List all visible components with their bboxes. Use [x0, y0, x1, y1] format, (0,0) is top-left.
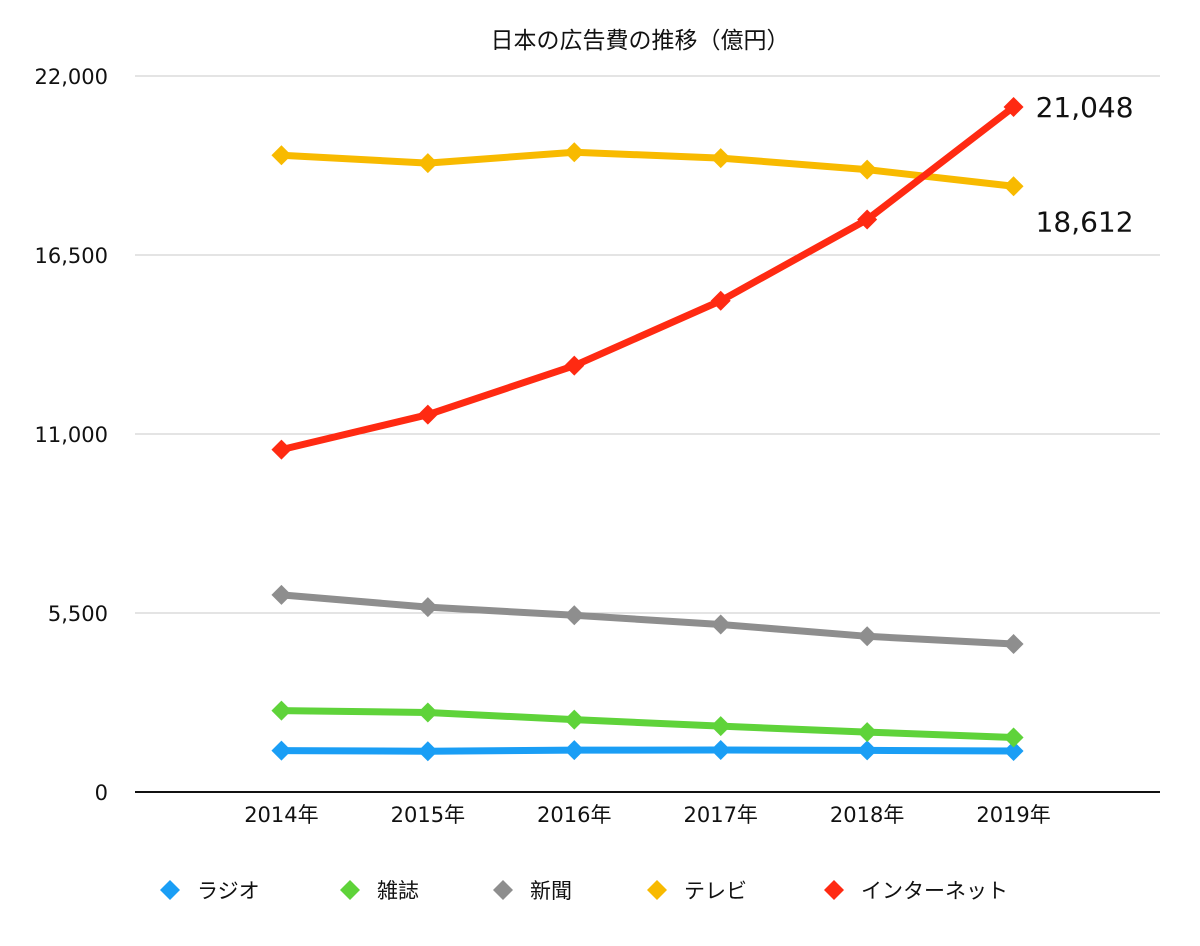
- chart-title: 日本の広告費の推移（億円）: [491, 28, 790, 54]
- data-label: 21,048: [1036, 91, 1134, 124]
- data-point: [1003, 176, 1024, 197]
- data-point: [1003, 727, 1024, 748]
- legend-marker: [824, 880, 844, 900]
- x-tick-label: 2017年: [683, 803, 757, 827]
- data-point: [710, 716, 731, 737]
- legend-marker: [493, 880, 513, 900]
- series-3: [271, 142, 1024, 197]
- data-point: [710, 614, 731, 635]
- y-tick-label: 5,500: [48, 602, 108, 626]
- data-point: [271, 584, 292, 605]
- series-4: [271, 96, 1024, 460]
- data-point: [857, 159, 878, 180]
- series-2: [271, 584, 1024, 655]
- legend-marker: [160, 880, 180, 900]
- data-point: [710, 148, 731, 169]
- legend-label: インターネット: [861, 879, 1008, 903]
- series-line: [281, 148, 1014, 190]
- data-point: [417, 741, 438, 762]
- data-point: [1003, 96, 1024, 117]
- legend-item: インターネット: [824, 879, 1008, 903]
- legend-label: テレビ: [684, 879, 747, 903]
- data-point: [271, 145, 292, 166]
- data-point: [417, 404, 438, 425]
- series-line: [280, 104, 1016, 454]
- x-tick-label: 2016年: [537, 803, 611, 827]
- data-point: [710, 290, 731, 311]
- data-point: [271, 740, 292, 761]
- legend-item: ラジオ: [160, 879, 260, 903]
- data-point: [417, 153, 438, 174]
- x-tick-label: 2018年: [830, 803, 904, 827]
- series-line: [281, 746, 1014, 755]
- data-point: [271, 439, 292, 460]
- legend-label: 雑誌: [377, 879, 419, 903]
- data-point: [857, 740, 878, 761]
- data-point: [564, 355, 585, 376]
- y-tick-label: 16,500: [35, 244, 108, 268]
- series-0: [271, 740, 1024, 762]
- x-tick-label: 2015年: [391, 803, 465, 827]
- data-point: [417, 702, 438, 723]
- legend-item: 新聞: [493, 879, 572, 903]
- data-point: [564, 605, 585, 626]
- data-point: [417, 597, 438, 618]
- data-point: [857, 209, 878, 230]
- data-point: [564, 709, 585, 730]
- data-label: 18,612: [1036, 205, 1134, 238]
- data-point: [564, 740, 585, 761]
- series-line: [281, 591, 1014, 648]
- data-point: [857, 722, 878, 743]
- legend-marker: [647, 880, 667, 900]
- legend-item: 雑誌: [340, 879, 419, 903]
- y-tick-label: 22,000: [35, 65, 108, 89]
- x-tick-label: 2014年: [244, 803, 318, 827]
- data-point: [1003, 634, 1024, 655]
- legend-label: 新聞: [530, 879, 572, 903]
- legend-label: ラジオ: [197, 879, 260, 903]
- data-point: [271, 700, 292, 721]
- legend-marker: [340, 880, 360, 900]
- y-tick-label: 0: [95, 781, 108, 805]
- data-point: [857, 626, 878, 647]
- y-tick-label: 11,000: [35, 423, 108, 447]
- series-1: [271, 700, 1024, 748]
- data-point: [1003, 740, 1024, 761]
- series-line: [281, 707, 1014, 741]
- x-tick-label: 2019年: [976, 803, 1050, 827]
- data-point: [564, 142, 585, 163]
- data-point: [710, 740, 731, 761]
- legend-item: テレビ: [647, 879, 747, 903]
